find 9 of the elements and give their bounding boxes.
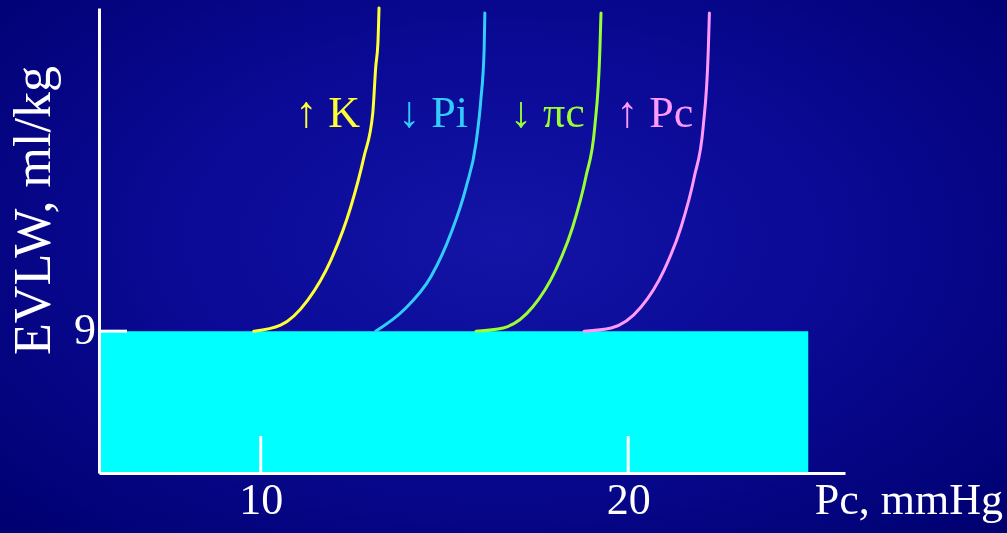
x-axis-title: Pc, mmHg (814, 475, 1003, 524)
x-tick-label: 20 (606, 475, 651, 525)
series-label: ↑ K (295, 87, 361, 137)
series-label: ↓ Pi (398, 87, 468, 137)
x-tick-label: 10 (239, 475, 284, 525)
series-label: ↓ πc (510, 87, 585, 137)
y-axis-title: EVLW, ml/kg (4, 66, 61, 355)
text: 9 (74, 305, 96, 355)
series-label: ↑ Pc (616, 87, 694, 137)
